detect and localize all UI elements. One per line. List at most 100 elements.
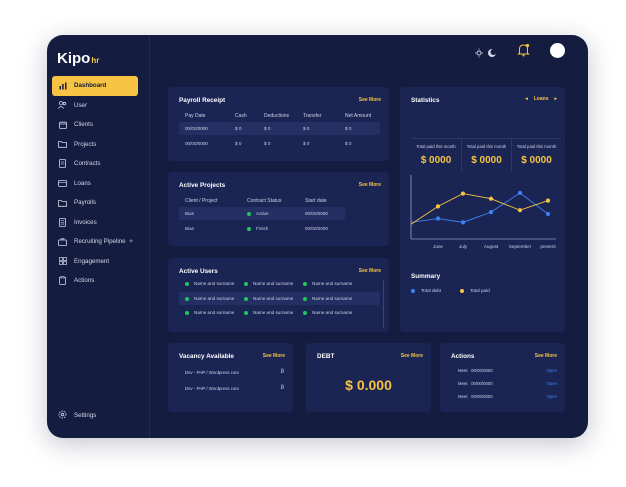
data-point[interactable] xyxy=(435,216,441,221)
data-point[interactable] xyxy=(545,198,551,203)
x-tick-label: September xyxy=(509,244,532,249)
sidebar-item-contracts[interactable]: Contracts xyxy=(52,154,138,174)
document-icon xyxy=(58,159,67,169)
sidebar: Kipohr Dashboard User Clients Projects C… xyxy=(47,35,150,438)
see-more-link[interactable]: See More xyxy=(358,97,381,103)
action-row[interactable]: Meet 00/00/0000 xyxy=(458,381,493,386)
sidebar-item-label: Settings xyxy=(74,412,97,419)
summary-title: Summary xyxy=(411,273,441,280)
actions-card: Actions See More Meet 00/00/0000 Open Me… xyxy=(440,343,565,412)
user-row[interactable]: Name and surname Name and surname Name a… xyxy=(179,277,380,290)
bar-chart-icon xyxy=(58,81,67,90)
user-row[interactable]: Name and surname Name and surname Name a… xyxy=(179,306,380,319)
debt-card: DEBT See More $ 0.000 xyxy=(306,343,431,412)
calendar-icon xyxy=(58,120,67,129)
avatar[interactable] xyxy=(550,43,565,58)
table-row[interactable]: 00/00/0000 $ 0 $ 0 $ 0 $ 0 xyxy=(179,122,380,135)
table-row[interactable]: Bias Active 00/00/0000 xyxy=(179,207,345,220)
sidebar-item-engagement[interactable]: Engagement xyxy=(52,252,138,272)
status-badge: Finish xyxy=(256,226,269,231)
x-tick-label: August xyxy=(484,244,499,249)
sidebar-item-label: Contracts xyxy=(74,160,101,168)
line-chart: June July August September present xyxy=(410,175,556,249)
chevron-left-icon[interactable]: ◂ xyxy=(525,96,528,102)
table-row[interactable]: Bias Finish 00/00/0000 xyxy=(185,226,328,231)
data-point[interactable] xyxy=(435,204,441,209)
briefcase-icon xyxy=(58,237,67,246)
sidebar-item-settings[interactable]: Settings xyxy=(58,410,96,421)
data-point[interactable] xyxy=(517,190,523,196)
see-more-link[interactable]: See More xyxy=(262,353,285,359)
sidebar-item-payrolls[interactable]: Payrolls xyxy=(52,193,138,213)
users-icon xyxy=(58,101,67,110)
active-users-card: Active Users See More Name and surname N… xyxy=(168,258,389,332)
folder-icon xyxy=(58,198,67,207)
active-projects-card: Active Projects See More Client / Projec… xyxy=(168,172,389,246)
card-title: Active Projects xyxy=(179,182,226,189)
see-more-link[interactable]: See More xyxy=(534,353,557,359)
vacancy-count: 8 xyxy=(280,385,284,391)
table-row[interactable]: 00/00/0000 $ 0 $ 0 $ 0 $ 0 xyxy=(185,141,352,146)
statistics-card: Statistics ◂ Loans ▸ Total paid this mon… xyxy=(400,87,565,332)
sidebar-item-clients[interactable]: Clients xyxy=(52,115,138,135)
legend-item-total-paid: Total paid xyxy=(460,288,490,293)
vacancy-count: 8 xyxy=(280,369,284,375)
x-tick-label: present xyxy=(540,244,556,249)
stat-box: Total paid this month $ 0000 xyxy=(511,138,561,171)
card-title: DEBT xyxy=(317,353,335,360)
sidebar-nav: Dashboard User Clients Projects Contract… xyxy=(52,76,138,291)
x-tick-label: July xyxy=(459,244,468,249)
sidebar-item-label: Actions xyxy=(74,277,95,285)
sidebar-item-label: Dashboard xyxy=(74,82,107,90)
x-tick-label: June xyxy=(433,244,443,249)
debt-value: $ 0.000 xyxy=(345,377,392,393)
legend-swatch xyxy=(460,288,464,293)
status-dot xyxy=(247,226,251,231)
action-row[interactable]: Meet 00/00/0000 xyxy=(458,394,493,399)
clipboard-icon xyxy=(58,276,67,286)
data-point[interactable] xyxy=(488,196,494,201)
vacancy-label: Dev - PHP / Wordpress core xyxy=(185,370,240,375)
gear-icon xyxy=(58,410,67,421)
legend-swatch xyxy=(411,288,415,293)
sidebar-item-invoices[interactable]: Invoices xyxy=(52,213,138,233)
sidebar-item-label: Invoices xyxy=(74,218,97,226)
card-title: Payroll Receipt xyxy=(179,97,226,104)
data-point[interactable] xyxy=(460,220,466,225)
payroll-receipt-card: Payroll Receipt See More Pay Date Cash D… xyxy=(168,87,389,161)
series-line-total-paid xyxy=(410,193,549,225)
sidebar-item-loans[interactable]: Loans xyxy=(52,174,138,194)
sidebar-item-recruiting-pipeline[interactable]: Recruiting Pipeline ✧ xyxy=(52,232,138,252)
scrollbar[interactable] xyxy=(383,280,384,328)
loans-selector[interactable]: ◂ Loans ▸ xyxy=(525,96,557,102)
bell-icon[interactable] xyxy=(517,43,530,62)
data-point[interactable] xyxy=(517,208,523,213)
series-line-total-debt xyxy=(410,192,549,223)
chevron-right-icon[interactable]: ▸ xyxy=(554,96,557,102)
invoice-icon xyxy=(58,217,67,227)
see-more-link[interactable]: See More xyxy=(358,182,381,188)
theme-toggle[interactable] xyxy=(475,45,497,63)
data-point[interactable] xyxy=(488,210,494,215)
action-row[interactable]: Meet 00/00/0000 xyxy=(458,368,493,373)
sidebar-item-user[interactable]: User xyxy=(52,96,138,116)
data-point[interactable] xyxy=(460,191,466,196)
see-more-link[interactable]: See More xyxy=(358,268,381,274)
stat-box: Total paid this month $ 0000 xyxy=(411,138,461,171)
logo: Kipohr xyxy=(57,50,100,67)
user-row[interactable]: Name and surname Name and surname Name a… xyxy=(179,292,380,305)
stat-box: Total paid this month $ 0000 xyxy=(461,138,511,171)
sidebar-item-actions[interactable]: Actions xyxy=(52,271,138,291)
sidebar-item-projects[interactable]: Projects xyxy=(52,135,138,155)
action-status-link[interactable]: Open xyxy=(546,381,557,386)
see-more-link[interactable]: See More xyxy=(400,353,423,359)
status-dot xyxy=(247,211,251,216)
sidebar-item-label: Payrolls xyxy=(74,199,97,207)
status-badge: Active xyxy=(256,211,269,216)
sidebar-item-dashboard[interactable]: Dashboard xyxy=(52,76,138,96)
action-status-link[interactable]: Open xyxy=(546,394,557,399)
card-title: Statistics xyxy=(411,97,440,104)
data-point[interactable] xyxy=(545,211,551,217)
action-status-link[interactable]: Open xyxy=(546,368,557,373)
sidebar-item-label: User xyxy=(74,101,88,109)
